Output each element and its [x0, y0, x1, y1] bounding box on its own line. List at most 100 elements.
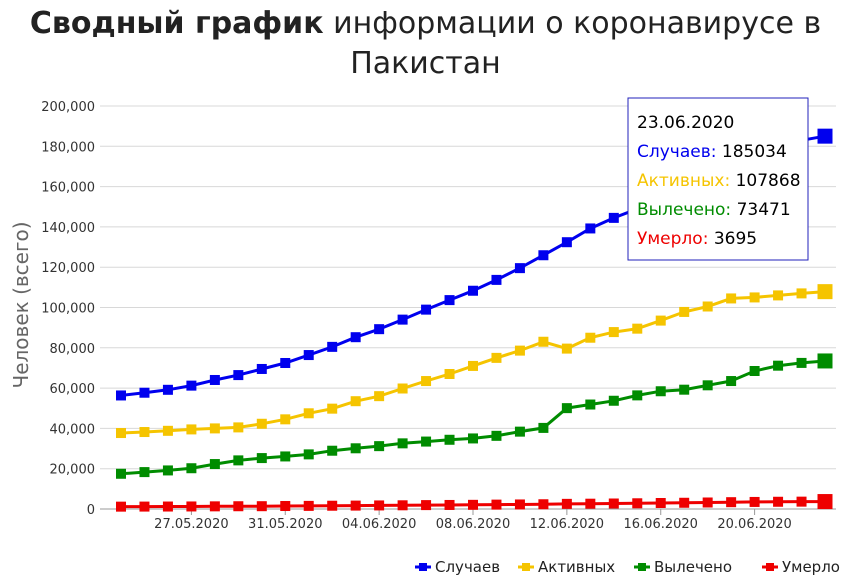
data-point: [421, 376, 432, 387]
y-tick-label: 160,000: [41, 181, 95, 196]
data-point: [538, 422, 549, 433]
y-tick-label: 200,000: [41, 100, 95, 115]
legend: Случаев Активных Вылечено Умерло: [415, 558, 840, 576]
data-point: [702, 497, 713, 508]
data-point: [421, 436, 432, 447]
data-point: [374, 324, 385, 335]
data-point: [162, 465, 173, 476]
tooltip-line-label: Вылечено:: [637, 200, 737, 220]
tooltip-line: Активных: 107868: [637, 171, 801, 191]
legend-label: Случаев: [435, 558, 500, 576]
tooltip: 23.06.2020 Случаев: 185034 Активных: 10786…: [627, 97, 809, 261]
y-tick-label: 40,000: [50, 422, 96, 437]
data-point: [655, 498, 666, 509]
legend-item: Вылечено: [634, 558, 732, 576]
x-tick-label: 16.06.2020: [624, 517, 698, 532]
y-axis-label: Человек (всего): [9, 221, 33, 388]
data-point: [749, 365, 760, 376]
y-tick-label: 100,000: [41, 302, 95, 317]
data-point: [116, 390, 126, 401]
data-point: [491, 352, 502, 363]
legend-item: Активных: [518, 558, 615, 576]
data-point: [679, 497, 690, 508]
y-axis-ticks: 0 20,000 40,000 60,000 80,000 100,000 120,000 1…: [41, 100, 95, 518]
data-point: [514, 345, 525, 356]
data-point: [233, 501, 244, 512]
data-point: [749, 292, 760, 303]
data-point: [327, 500, 338, 511]
chart-title: Сводный график информации о коронавирусе…: [0, 4, 851, 84]
data-point: [585, 498, 596, 509]
legend-item: Умерло: [762, 558, 840, 576]
tooltip-line-label: Умерло:: [637, 229, 714, 249]
x-tick-label: 27.05.2020: [154, 517, 228, 532]
data-point: [679, 384, 690, 395]
legend-label: Умерло: [782, 558, 840, 576]
data-point: [233, 422, 244, 433]
data-point: [632, 390, 643, 401]
data-point: [303, 500, 314, 511]
y-tick-label: 180,000: [41, 140, 95, 155]
data-point: [209, 501, 220, 512]
series-Активных: [116, 284, 833, 439]
data-point: [397, 500, 408, 511]
data-point: [468, 499, 478, 510]
data-point: [397, 314, 408, 325]
y-tick-label: 140,000: [41, 221, 95, 236]
tooltip-box: [627, 97, 809, 261]
data-point: [702, 301, 713, 312]
data-point: [350, 443, 361, 454]
data-point: [514, 263, 525, 274]
chart-title-bold: Сводный график: [29, 6, 324, 41]
tooltip-line-value: 3695: [714, 229, 757, 249]
data-point: [139, 501, 150, 512]
tooltip-line-value: 73471: [737, 200, 791, 220]
data-point: [726, 497, 737, 508]
x-tick-label: 08.06.2020: [436, 517, 510, 532]
data-point: [421, 304, 432, 315]
tooltip-line-value: 185034: [722, 142, 787, 162]
legend-marker: [419, 563, 427, 571]
data-point: [444, 499, 455, 510]
data-point: [209, 459, 220, 470]
data-point: [608, 212, 619, 223]
data-point: [773, 496, 784, 507]
data-point: [209, 374, 220, 385]
x-tick-label: 12.06.2020: [530, 517, 604, 532]
tooltip-line: Вылечено: 73471: [637, 200, 791, 220]
data-point: [608, 327, 619, 338]
data-point: [444, 295, 455, 306]
data-point: [116, 501, 126, 512]
data-point: [186, 501, 197, 512]
data-point: [585, 223, 596, 234]
data-point: [817, 284, 833, 300]
data-point: [468, 433, 478, 444]
data-point: [256, 418, 267, 429]
data-point: [514, 426, 525, 437]
data-point: [538, 250, 549, 261]
data-point: [491, 499, 502, 510]
y-tick-label: 0: [87, 503, 95, 518]
data-point: [374, 391, 385, 402]
data-point: [162, 501, 173, 512]
data-point: [773, 360, 784, 371]
data-point: [186, 424, 197, 435]
data-point: [280, 451, 291, 462]
series-Вылечено: [116, 353, 833, 479]
data-point: [280, 501, 291, 512]
data-point: [280, 414, 291, 425]
data-point: [303, 350, 314, 361]
data-point: [726, 376, 737, 387]
legend-marker: [766, 563, 774, 571]
data-point: [655, 315, 666, 326]
data-point: [632, 323, 643, 334]
data-point: [561, 498, 572, 509]
data-point: [162, 425, 173, 436]
data-point: [468, 360, 478, 371]
data-point: [327, 445, 338, 456]
legend-marker: [638, 563, 646, 571]
chart-title-rest: информации о коронавирусе в Пакистан: [323, 6, 822, 81]
x-tick-label: 20.06.2020: [717, 517, 791, 532]
data-point: [561, 403, 572, 414]
